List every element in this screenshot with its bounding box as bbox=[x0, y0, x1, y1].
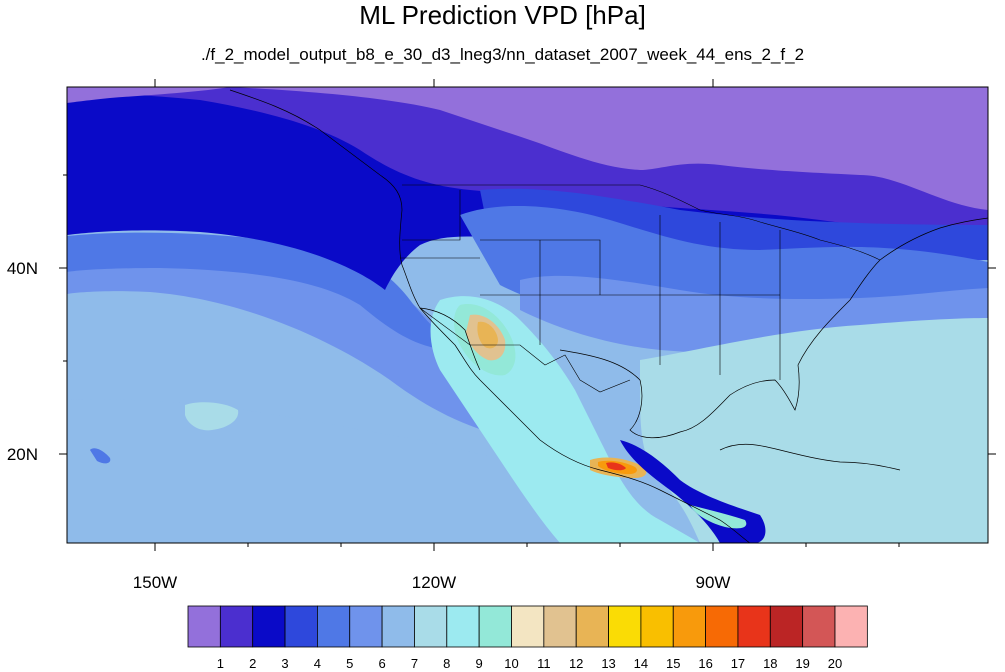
colorbar-label: 5 bbox=[346, 656, 353, 671]
coastlines bbox=[229, 89, 988, 543]
colorbar-label: 10 bbox=[504, 656, 518, 671]
colorbar-swatch bbox=[219, 605, 254, 648]
x-tick-label: 90W bbox=[696, 573, 731, 592]
colorbar-label: 9 bbox=[476, 656, 483, 671]
colorbar-label: 8 bbox=[443, 656, 450, 671]
colorbar-swatch bbox=[511, 605, 545, 648]
colorbar-label: 14 bbox=[634, 656, 648, 671]
colorbar-swatch bbox=[608, 605, 642, 648]
map-title: ML Prediction VPD [hPa] bbox=[359, 0, 646, 30]
colorbar-label: 3 bbox=[281, 656, 288, 671]
y-tick-label: 40N bbox=[7, 259, 38, 278]
colorbar-label: 11 bbox=[537, 656, 551, 671]
colorbar-label: 19 bbox=[795, 656, 809, 671]
colorbar-label: 17 bbox=[731, 656, 745, 671]
x-tick-label: 120W bbox=[412, 573, 456, 592]
colorbar-swatch bbox=[737, 605, 771, 648]
colorbar-swatch bbox=[672, 605, 706, 648]
colorbar-swatch bbox=[543, 605, 577, 648]
political-borders bbox=[400, 184, 881, 393]
colorbar-label: 13 bbox=[601, 656, 615, 671]
axis-ticks bbox=[59, 79, 996, 551]
colorbar-label: 12 bbox=[569, 656, 583, 671]
colorbar-swatch bbox=[187, 605, 221, 648]
colorbar-label: 18 bbox=[763, 656, 777, 671]
colorbar-swatch bbox=[834, 605, 868, 648]
colorbar-label: 7 bbox=[411, 656, 418, 671]
colorbar-label: 20 bbox=[828, 656, 842, 671]
colorbar-swatch bbox=[478, 605, 512, 648]
vpd-band-1 bbox=[230, 87, 988, 210]
colorbar-label: 15 bbox=[666, 656, 680, 671]
colorbar-swatch bbox=[640, 605, 674, 648]
colorbar-label: 16 bbox=[698, 656, 712, 671]
colorbar-label: 1 bbox=[217, 656, 224, 671]
vpd-field bbox=[67, 87, 988, 543]
colorbar: 1 2 3 4 5 6 7 8 9 10 11 12 13 14 15 16 17 18 19 20 bbox=[187, 605, 868, 671]
colorbar-swatch bbox=[316, 605, 351, 648]
colorbar-swatch bbox=[769, 605, 804, 648]
y-tick-label: 20N bbox=[7, 445, 38, 464]
colorbar-swatch bbox=[802, 605, 836, 648]
map-subtitle: ./f_2_model_output_b8_e_30_d3_lneg3/nn_d… bbox=[200, 45, 805, 64]
colorbar-swatch bbox=[414, 605, 448, 648]
colorbar-swatch bbox=[446, 605, 480, 648]
colorbar-label: 6 bbox=[378, 656, 385, 671]
colorbar-swatch bbox=[284, 605, 318, 648]
colorbar-swatch bbox=[252, 605, 286, 648]
colorbar-swatch bbox=[349, 605, 383, 648]
colorbar-swatch bbox=[575, 605, 609, 648]
colorbar-label: 4 bbox=[314, 656, 321, 671]
colorbar-label: 2 bbox=[249, 656, 256, 671]
colorbar-swatch bbox=[381, 605, 415, 648]
colorbar-swatch bbox=[705, 605, 739, 648]
x-tick-label: 150W bbox=[133, 573, 177, 592]
vpd-band-7 bbox=[640, 318, 988, 543]
